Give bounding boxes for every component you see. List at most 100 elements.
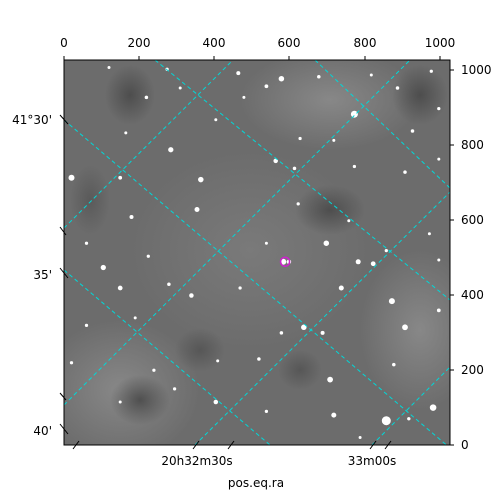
top-tick-label: 200: [128, 36, 151, 50]
right-tick-label: 200: [461, 363, 484, 377]
star-point: [257, 357, 261, 361]
star-point: [189, 293, 194, 298]
x-axis-label: pos.eq.ra: [228, 476, 284, 490]
dec-tick-label: 41°30': [12, 113, 52, 127]
plot-frame: [63, 59, 451, 446]
star-point: [264, 409, 269, 414]
top-tick-label: 0: [60, 36, 68, 50]
star-point: [118, 175, 123, 180]
star-point: [107, 66, 111, 69]
star-point: [178, 86, 182, 90]
star-point: [172, 387, 177, 391]
star-point: [152, 368, 156, 372]
top-tick-label: 600: [278, 36, 301, 50]
star-point: [84, 323, 89, 328]
dec-axis: 41°30' 35' 40': [12, 113, 69, 438]
star-point: [410, 129, 415, 133]
star-point: [370, 261, 376, 267]
star-point: [236, 71, 241, 76]
star-point: [296, 202, 300, 206]
star-point: [69, 361, 74, 365]
star-point: [168, 147, 174, 153]
star-point: [198, 176, 204, 183]
star-point: [320, 330, 325, 335]
star-point: [429, 69, 433, 73]
star-point: [437, 258, 441, 262]
star-point: [323, 240, 330, 246]
grid-line: [64, 60, 411, 406]
star-point: [129, 215, 134, 219]
grid-line: [64, 269, 271, 445]
star-point: [369, 73, 373, 77]
top-tick-label: 1000: [425, 36, 456, 50]
star-point: [352, 164, 357, 169]
star-field: [68, 66, 441, 439]
dec-tick-label: 35': [33, 268, 52, 282]
star-point: [238, 286, 242, 290]
star-point: [350, 110, 358, 118]
star-point: [429, 404, 437, 411]
grid-line: [314, 60, 450, 189]
star-point: [317, 75, 321, 79]
top-tick-label: 800: [354, 36, 377, 50]
star-point: [338, 285, 344, 291]
star-point: [264, 241, 268, 245]
ra-axis: 20h32m30s 33m00s: [72, 440, 396, 468]
star-point: [355, 259, 361, 265]
star-point: [273, 158, 278, 164]
star-point: [392, 362, 396, 367]
star-point: [144, 95, 149, 100]
coordinate-grid: [64, 60, 450, 445]
star-point: [278, 75, 285, 82]
star-point: [437, 157, 441, 161]
target-marker: [279, 256, 291, 268]
sky-image: [64, 60, 450, 445]
right-axis: 0 200 400 600 800 1000: [450, 63, 492, 452]
star-point: [100, 264, 106, 271]
star-point: [68, 174, 75, 181]
star-point: [124, 131, 128, 135]
right-tick-label: 0: [461, 438, 469, 452]
star-point: [213, 399, 219, 405]
ra-tick-label: 33m00s: [348, 454, 396, 468]
star-point: [133, 316, 137, 320]
star-point: [298, 136, 302, 141]
grid-line: [64, 60, 234, 229]
star-point: [280, 258, 287, 265]
star-point: [403, 170, 407, 174]
ra-tick-label: 20h32m30s: [161, 454, 232, 468]
star-point: [327, 376, 333, 383]
right-tick-label: 1000: [461, 63, 492, 77]
star-point: [437, 106, 441, 111]
star-point: [214, 118, 218, 122]
star-point: [332, 138, 336, 142]
star-point: [381, 416, 391, 426]
star-point: [167, 282, 171, 287]
grid-line: [194, 191, 450, 445]
star-point: [407, 417, 411, 421]
top-axis: 0 200 400 600 800 1000: [60, 36, 455, 60]
star-point: [292, 166, 297, 171]
star-point: [384, 248, 388, 253]
star-point: [388, 298, 395, 305]
grid-line: [371, 366, 450, 445]
top-tick-label: 400: [203, 36, 226, 50]
right-tick-label: 400: [461, 288, 484, 302]
grid-line: [64, 119, 448, 445]
right-tick-label: 600: [461, 213, 484, 227]
star-point: [301, 324, 307, 331]
star-point: [216, 359, 220, 363]
right-tick-label: 800: [461, 138, 484, 152]
star-point: [118, 400, 122, 404]
star-point: [331, 412, 337, 418]
star-point: [402, 324, 408, 331]
star-point: [347, 219, 351, 223]
star-point: [279, 331, 284, 335]
star-point: [264, 84, 269, 89]
star-point: [395, 86, 400, 90]
star-point: [146, 254, 150, 258]
star-point: [242, 95, 246, 99]
grid-line: [154, 60, 450, 301]
star-point: [358, 436, 362, 439]
